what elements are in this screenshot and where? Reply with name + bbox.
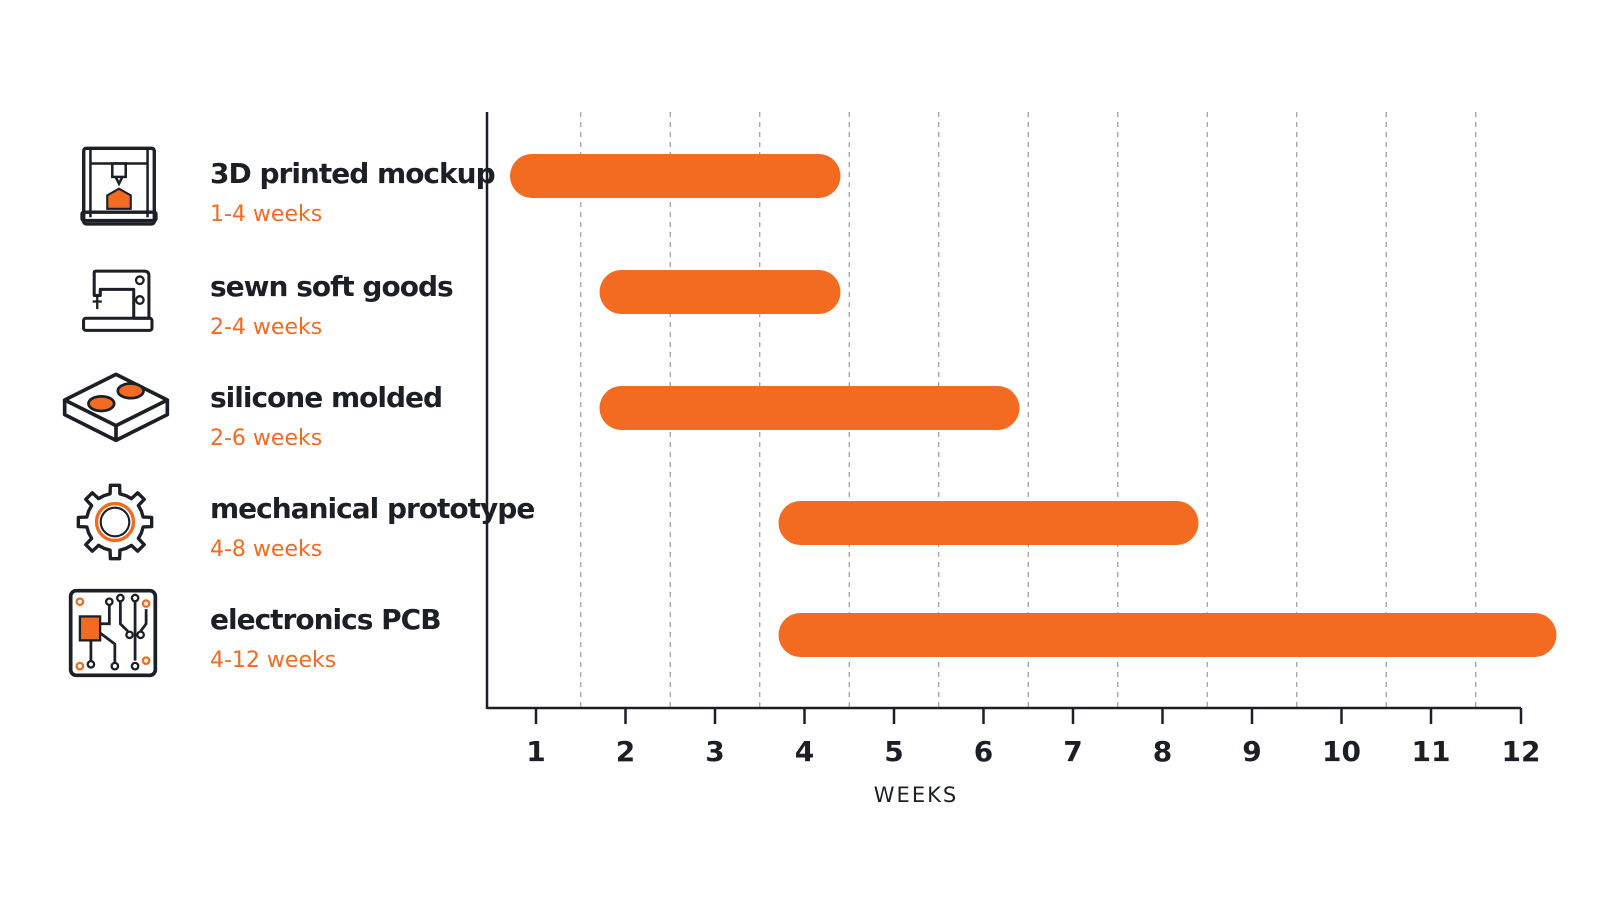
bars bbox=[510, 154, 1557, 657]
x-tick-label: 3 bbox=[705, 735, 724, 768]
row-duration: 4-8 weeks bbox=[210, 537, 322, 562]
row-5: electronics PCB 4-12 weeks bbox=[68, 588, 442, 678]
x-tick-label: 2 bbox=[616, 735, 635, 768]
row-title: sewn soft goods bbox=[210, 270, 453, 303]
row-title: electronics PCB bbox=[210, 603, 441, 636]
row-duration: 2-4 weeks bbox=[210, 315, 322, 340]
x-tick-label: 8 bbox=[1153, 735, 1172, 768]
bar-1 bbox=[510, 154, 841, 198]
x-tick-label: 6 bbox=[974, 735, 993, 768]
row-4: mechanical prototype 4-8 weeks bbox=[76, 483, 535, 562]
x-tick-label: 5 bbox=[884, 735, 903, 768]
row-duration: 1-4 weeks bbox=[210, 202, 322, 227]
row-title: mechanical prototype bbox=[210, 492, 534, 525]
x-tick-label: 11 bbox=[1412, 735, 1451, 768]
bar-5 bbox=[778, 613, 1557, 657]
gear-icon bbox=[76, 483, 154, 561]
silicone-mold-icon bbox=[62, 372, 170, 443]
sewing-machine-icon bbox=[81, 269, 154, 333]
x-tick-label: 1 bbox=[526, 735, 545, 768]
row-3: silicone molded 2-6 weeks bbox=[62, 372, 443, 451]
row-title: 3D printed mockup bbox=[210, 157, 495, 190]
row-labels: 3D printed mockup 1-4 weeks sewn soft good… bbox=[62, 146, 535, 678]
3d-printer-icon bbox=[80, 146, 158, 226]
row-duration: 2-6 weeks bbox=[210, 426, 322, 451]
x-tick-label: 4 bbox=[795, 735, 814, 768]
x-axis-title: WEEKS bbox=[874, 783, 958, 807]
x-tick-label: 7 bbox=[1063, 735, 1082, 768]
x-tick-label: 9 bbox=[1242, 735, 1261, 768]
bar-4 bbox=[778, 501, 1199, 545]
row-title: silicone molded bbox=[210, 381, 442, 414]
circuit-board-icon bbox=[68, 588, 158, 678]
x-tick-label: 10 bbox=[1322, 735, 1361, 768]
bar-3 bbox=[599, 386, 1020, 430]
bar-2 bbox=[599, 270, 841, 314]
row-1: 3D printed mockup 1-4 weeks bbox=[80, 146, 496, 227]
row-2: sewn soft goods 2-4 weeks bbox=[81, 269, 454, 340]
x-tick-label: 12 bbox=[1502, 735, 1541, 768]
row-duration: 4-12 weeks bbox=[210, 648, 336, 673]
